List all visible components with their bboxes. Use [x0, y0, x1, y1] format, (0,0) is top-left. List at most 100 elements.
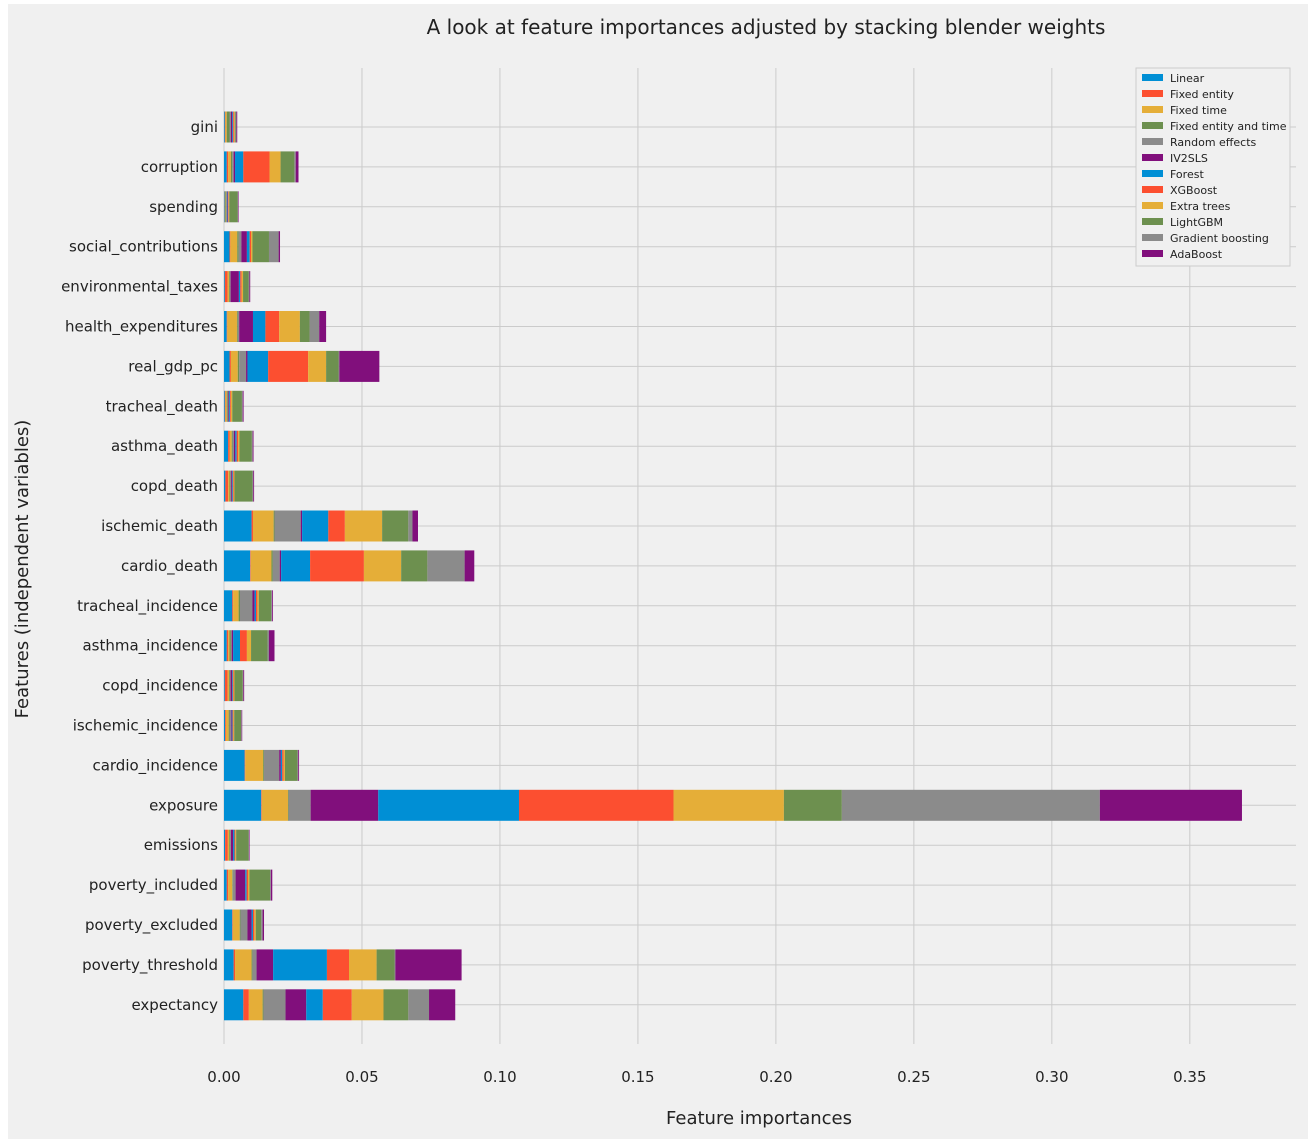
- bar-segment: [230, 350, 238, 382]
- y-tick-label: cardio_death: [121, 557, 218, 576]
- bar-segment: [230, 151, 233, 183]
- bar-segment: [251, 949, 253, 981]
- bar-segment: [229, 390, 231, 422]
- bar-segment: [226, 630, 229, 662]
- bar-segment: [226, 191, 228, 223]
- y-tick-label: exposure: [149, 796, 218, 814]
- bar-segment: [230, 390, 233, 422]
- y-tick-label: cardio_incidence: [92, 756, 218, 775]
- bar-segment: [285, 989, 307, 1021]
- legend-label: Forest: [1170, 168, 1204, 181]
- bar-segment: [272, 550, 280, 582]
- bar-segment: [246, 869, 249, 901]
- bar-segment: [224, 630, 227, 662]
- bar-segment: [224, 430, 229, 462]
- bar-segment: [227, 829, 230, 861]
- bar-segment: [239, 311, 253, 342]
- bar-segment: [232, 470, 234, 502]
- bar-segment: [248, 271, 250, 303]
- legend-label: Gradient boosting: [1170, 232, 1269, 245]
- bar-segment: [230, 710, 232, 741]
- bar-segment: [238, 231, 242, 263]
- bar-segment: [273, 949, 327, 981]
- bar-segment: [363, 550, 402, 582]
- bar-segment: [232, 869, 233, 901]
- bar-segment: [279, 311, 300, 342]
- bar-segment: [232, 151, 234, 183]
- bar-segment: [241, 390, 243, 422]
- bar-segment: [225, 829, 228, 861]
- bar-segment: [247, 350, 269, 382]
- bar-segment: [412, 510, 418, 542]
- bar-segment: [251, 430, 253, 462]
- bar-segment: [255, 909, 262, 941]
- bar-segment: [429, 989, 456, 1021]
- bar-segment: [230, 231, 238, 263]
- bar-segment: [227, 271, 229, 303]
- bar-segment: [230, 630, 232, 662]
- bar-segment: [272, 590, 273, 622]
- bar-segment: [241, 231, 247, 263]
- bar-segment: [229, 630, 231, 662]
- bar-segment: [238, 191, 239, 223]
- bar-segment: [401, 550, 428, 582]
- bar-segment: [243, 670, 245, 702]
- bar-segment: [298, 749, 300, 781]
- x-axis-label: Feature importances: [666, 1108, 852, 1129]
- x-tick-label: 0.20: [759, 1068, 792, 1086]
- bar-segment: [229, 430, 232, 462]
- bar-segment: [251, 630, 268, 662]
- bar-segment: [229, 111, 231, 143]
- bar-segment: [279, 749, 281, 781]
- legend-swatch: [1142, 170, 1163, 177]
- bar-segment: [236, 430, 239, 462]
- y-tick-label: tracheal_incidence: [77, 597, 218, 616]
- legend-label: LightGBM: [1170, 216, 1223, 229]
- bar-segment: [232, 909, 240, 941]
- bar-segment: [673, 789, 784, 821]
- bar-segment: [234, 829, 236, 861]
- bar-segment: [254, 590, 257, 622]
- y-tick-label: ischemic_incidence: [73, 717, 218, 736]
- bar-segment: [267, 630, 269, 662]
- bar-segment: [230, 111, 233, 143]
- bar-segment: [228, 191, 230, 223]
- bar-segment: [224, 191, 225, 223]
- y-tick-label: tracheal_death: [106, 397, 218, 416]
- bar-segment: [268, 231, 279, 263]
- bar-segment: [228, 151, 231, 183]
- x-tick-labels: 0.00 0.05 0.10 0.15 0.20 0.25 0.30 0.35: [207, 1068, 1206, 1086]
- legend-label: Fixed entity: [1170, 88, 1234, 101]
- bar-segment: [224, 869, 227, 901]
- bar-segment: [232, 909, 233, 941]
- bar-segment: [339, 350, 380, 382]
- bar-segment: [226, 151, 229, 183]
- bar-segment: [225, 191, 227, 223]
- bar-segment: [263, 749, 265, 781]
- bar-segment: [268, 350, 309, 382]
- bar-segment: [232, 430, 234, 462]
- bar-segment: [464, 550, 475, 582]
- bar-segment: [268, 630, 275, 662]
- bar-segment: [288, 789, 289, 821]
- bar-segment: [228, 430, 230, 462]
- bar-segment: [226, 111, 230, 143]
- bar-segment: [322, 989, 352, 1021]
- y-tick-label: environmental_taxes: [61, 278, 218, 297]
- bar-segment: [238, 430, 240, 462]
- bar-segment: [271, 590, 273, 622]
- bar-segment: [227, 191, 229, 223]
- bar-segment: [326, 949, 350, 981]
- bar-segment: [232, 710, 234, 741]
- bar-segment: [225, 390, 227, 422]
- bar-segment: [233, 949, 236, 981]
- bar-segment: [240, 271, 242, 303]
- bar-segment: [246, 350, 248, 382]
- y-tick-label: poverty_threshold: [82, 956, 218, 975]
- bar-segment: [224, 111, 226, 143]
- bar-segment: [349, 949, 377, 981]
- bar-segment: [229, 231, 231, 263]
- bar-segment: [256, 949, 274, 981]
- bar-segment: [248, 829, 250, 861]
- legend-swatch: [1142, 90, 1163, 97]
